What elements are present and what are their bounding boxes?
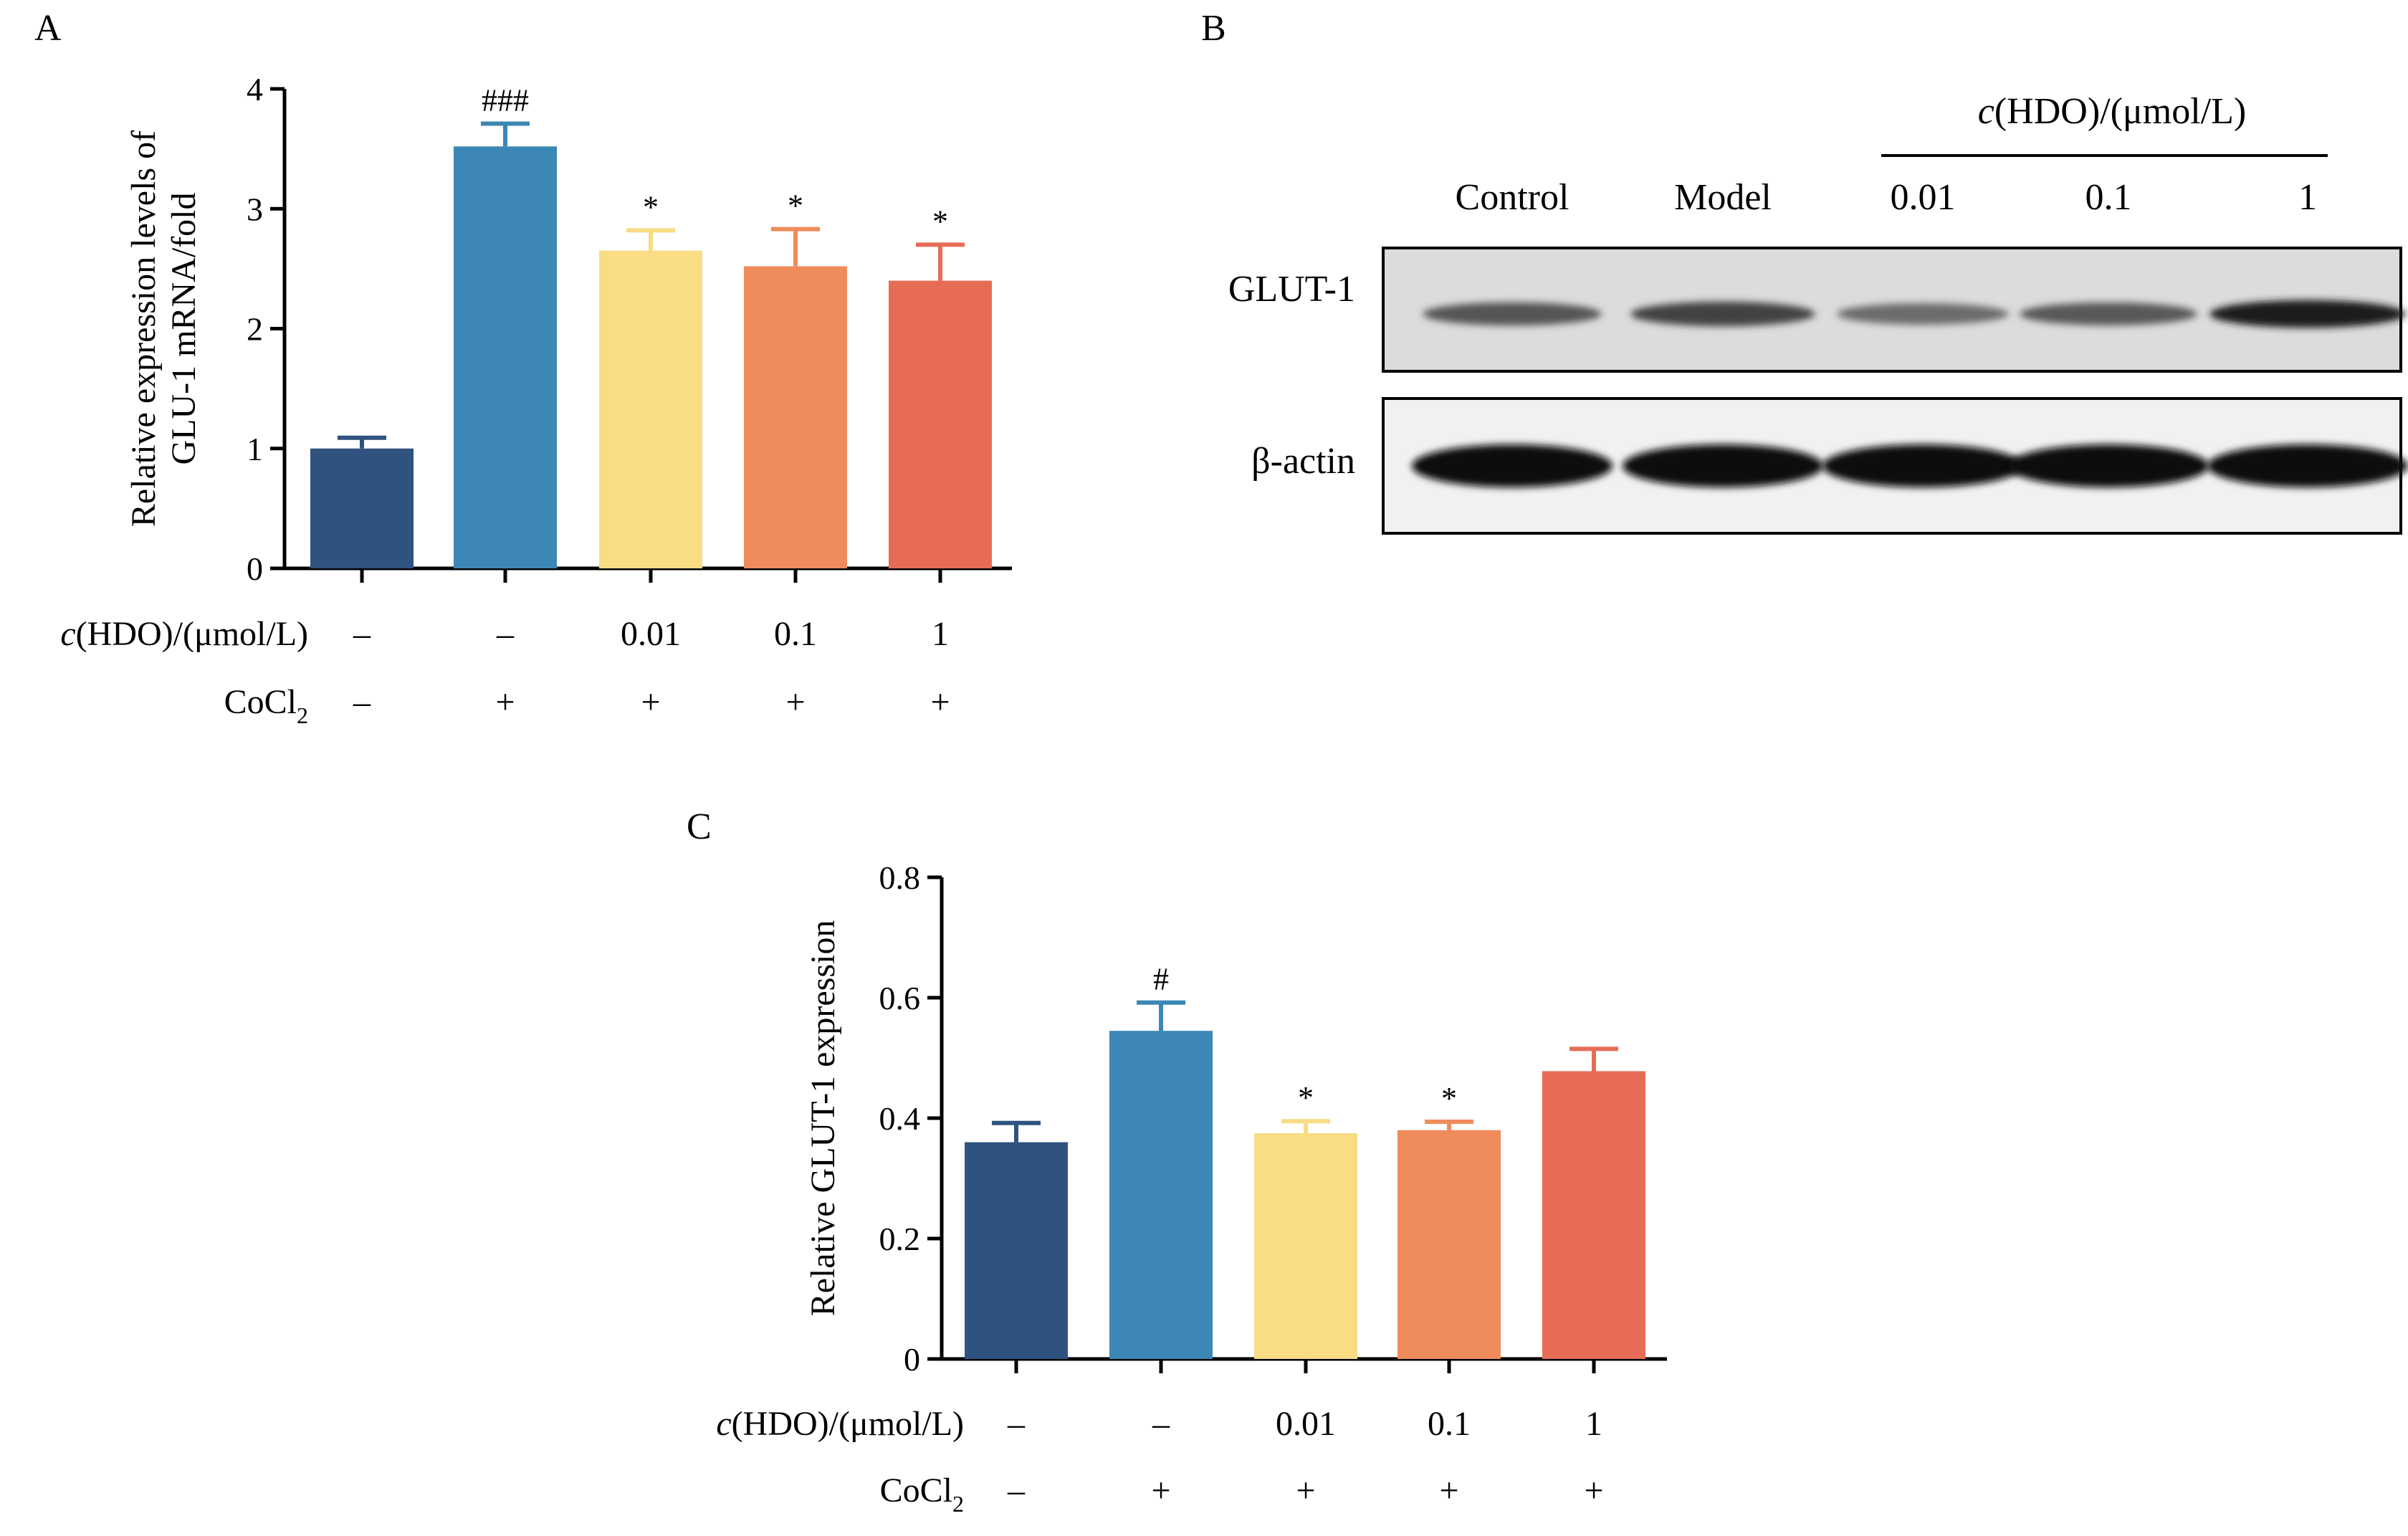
chart-a-y-axis-label: Relative expression levels ofGLU-1 mRNA/…: [125, 130, 203, 527]
chart-a-cocl2-value: +: [930, 683, 950, 721]
blot-glut1-band: [1630, 301, 1815, 327]
blot-actin-band: [1623, 444, 1823, 487]
chart-c-y-tick-label: 0.6: [879, 980, 921, 1016]
blot-lane-label: Model: [1674, 177, 1772, 218]
chart-a-cocl2-value: +: [641, 683, 660, 721]
panel-letter-b: B: [1201, 8, 1226, 49]
chart-c-y-tick-label: 0: [904, 1341, 920, 1378]
chart-a-bar: [454, 146, 557, 568]
chart-a-bar: [889, 280, 992, 568]
chart-c-bar: [965, 1142, 1068, 1359]
chart-a-cocl2-value: +: [785, 683, 805, 721]
chart-a-cocl2-value: +: [495, 683, 515, 721]
western-blot-b: c(HDO)/(μmol/L) Control Model 0.01 0.1 1 GLU…: [1228, 91, 2408, 535]
chart-c-significance-label: *: [1298, 1080, 1314, 1115]
chart-a-cocl2-row-label: CoCl2: [224, 683, 308, 728]
chart-c-bar: [1109, 1031, 1213, 1359]
chart-c-significance-label: #: [1153, 962, 1169, 997]
chart-a-hdo-row-label: c(HDO)/(μmol/L): [60, 615, 308, 653]
panel-letter-a: A: [34, 8, 62, 49]
blot-actin-band: [1412, 444, 1612, 487]
chart-a-significance-label: ###: [482, 83, 529, 118]
chart-c-hdo-row-label: c(HDO)/(μmol/L): [716, 1405, 964, 1443]
chart-c-hdo-value: –: [1007, 1405, 1026, 1443]
blot-actin-band: [2207, 444, 2408, 487]
blot-lane-label: 0.01: [1891, 177, 1956, 218]
chart-a-bar: [744, 266, 847, 568]
blot-lane-label: 1: [2298, 177, 2317, 218]
blot-dose-header: c(HDO)/(μmol/L): [1978, 91, 2246, 132]
chart-a-hdo-value: –: [496, 615, 515, 653]
blot-glut1-band: [2020, 302, 2197, 325]
chart-c-cocl2-value: +: [1439, 1471, 1458, 1509]
chart-c-hdo-value: 0.1: [1428, 1405, 1471, 1443]
chart-a-hdo-value: 1: [932, 615, 949, 653]
chart-a-y-tick-label: 4: [247, 71, 263, 108]
chart-a-hdo-value: 0.1: [774, 615, 817, 653]
chart-c-cocl2-value: +: [1151, 1471, 1170, 1509]
chart-c-y-tick-label: 0.2: [879, 1221, 921, 1257]
blot-actin-band: [2008, 444, 2209, 487]
chart-a-y-tick-label: 1: [247, 431, 263, 467]
chart-a-significance-label: *: [932, 204, 948, 239]
chart-a-bar: [599, 250, 702, 568]
chart-c-y-axis-label: Relative GLUT-1 expression: [804, 920, 842, 1317]
chart-c-cocl2-value: –: [1007, 1471, 1026, 1509]
chart-c-hdo-value: –: [1152, 1405, 1170, 1443]
panel-letter-c: C: [687, 806, 712, 847]
chart-c-cocl2-value: +: [1584, 1471, 1603, 1509]
blot-lane-label: Control: [1456, 177, 1570, 218]
chart-a-hdo-value: 0.01: [621, 615, 681, 653]
chart-c-bar: [1254, 1133, 1357, 1359]
chart-a: 0 1 2 3 4 Relative expression levels ofGLU-1 …: [60, 71, 1012, 728]
chart-c-cocl2-value: +: [1296, 1471, 1315, 1509]
chart-a-bar: [310, 448, 414, 568]
chart-c-y-tick-label: 0.8: [879, 859, 921, 896]
chart-a-cocl2-value: –: [353, 683, 371, 721]
chart-a-significance-label: *: [788, 189, 803, 224]
chart-a-hdo-value: –: [353, 615, 371, 653]
blot-actin-band: [1822, 444, 2023, 487]
blot-lane-label: 0.1: [2086, 177, 2132, 218]
blot-glut1-band: [2209, 300, 2406, 328]
blot-bands: [1412, 300, 2408, 487]
chart-c-hdo-value: 1: [1585, 1405, 1602, 1443]
blot-lane-labels: Control Model 0.01 0.1 1: [1456, 177, 2317, 218]
chart-c-bar: [1542, 1071, 1645, 1359]
chart-c-cocl2-row-label: CoCl2: [880, 1471, 964, 1517]
chart-a-y-tick-label: 3: [247, 191, 263, 227]
chart-c: 0 0.2 0.4 0.6 0.8 Relative GLUT-1 expression –…: [716, 859, 1667, 1517]
blot-row-label-glut1: GLUT-1: [1228, 269, 1355, 310]
chart-a-significance-label: *: [643, 189, 659, 224]
chart-c-bar: [1398, 1130, 1501, 1359]
chart-c-hdo-value: 0.01: [1276, 1405, 1336, 1443]
blot-glut1-band: [1837, 303, 2009, 325]
blot-row-label-actin: β-actin: [1251, 441, 1355, 482]
chart-c-y-tick-label: 0.4: [879, 1100, 921, 1137]
chart-a-y-tick-label: 2: [247, 311, 263, 348]
chart-c-significance-label: *: [1441, 1081, 1457, 1116]
chart-a-y-tick-label: 0: [247, 550, 263, 587]
blot-glut1-band: [1423, 302, 1602, 326]
